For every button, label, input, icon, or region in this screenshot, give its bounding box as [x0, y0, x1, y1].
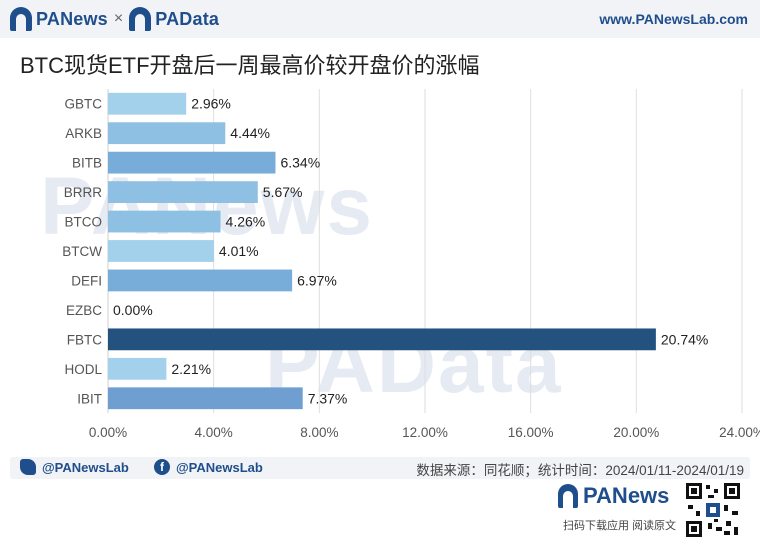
value-label: 0.00%: [113, 302, 153, 318]
x-tick-label: 8.00%: [300, 425, 338, 440]
facebook-icon: f: [154, 459, 170, 475]
qr-code-icon[interactable]: [684, 481, 742, 539]
value-label: 5.67%: [263, 184, 303, 200]
category-label: BRRR: [64, 185, 103, 200]
bar: [108, 122, 226, 145]
facebook-label: @PANewsLab: [176, 459, 263, 475]
site-url: www.PANewsLab.com: [599, 11, 748, 27]
value-label: 20.74%: [661, 331, 708, 347]
bar: [108, 357, 167, 380]
x-tick-label: 20.00%: [613, 425, 659, 440]
bar: [108, 328, 656, 351]
bar: [108, 387, 303, 410]
footer-logo-text: PANews: [583, 483, 670, 508]
value-label: 7.37%: [308, 390, 348, 406]
twitter-label: @PANewsLab: [42, 459, 129, 475]
data-source: 数据来源：同花顺；统计时间：2024/01/11-2024/01/19: [416, 463, 744, 478]
category-label: BTCO: [64, 215, 102, 230]
value-label: 6.34%: [280, 155, 320, 171]
twitter-handle[interactable]: @PANewsLab: [20, 459, 129, 475]
category-label: DEFI: [71, 273, 102, 288]
value-label: 4.01%: [219, 243, 259, 259]
x-tick-label: 16.00%: [508, 425, 554, 440]
footer-links: 扫码下载应用 阅读原文: [563, 520, 677, 532]
twitter-icon: [20, 459, 36, 475]
bar: [108, 151, 276, 174]
bar: [108, 269, 293, 292]
category-label: EZBC: [66, 303, 102, 318]
category-label: BTCW: [62, 244, 102, 259]
bar: [108, 181, 258, 203]
bar: [108, 210, 221, 233]
category-label: ARKB: [65, 126, 102, 141]
footer-bar: @PANewsLab f @PANewsLab 数据来源：同花顺；统计时间：20…: [10, 457, 750, 479]
brand-logo: PANews × PAData: [10, 7, 219, 31]
category-label: BITB: [72, 156, 102, 171]
watermark-panews: PANews: [40, 161, 375, 252]
header-bar: PANews × PAData www.PANewsLab.com: [0, 0, 760, 38]
panews-logo-icon: [10, 7, 32, 31]
value-label: 4.26%: [226, 214, 266, 230]
x-tick-label: 0.00%: [89, 425, 127, 440]
category-label: FBTC: [67, 332, 102, 347]
facebook-handle[interactable]: f @PANewsLab: [154, 459, 263, 475]
category-label: IBIT: [77, 391, 102, 406]
bar: [108, 92, 187, 115]
bar: [108, 240, 214, 262]
footer-logo: PANews: [558, 483, 669, 509]
value-label: 2.96%: [191, 96, 231, 112]
value-label: 4.44%: [230, 125, 270, 141]
x-tick-label: 12.00%: [402, 425, 448, 440]
category-label: GBTC: [64, 97, 102, 112]
brand-left: PANews: [36, 8, 108, 29]
chart-title: BTC现货ETF开盘后一周最高价较开盘价的涨幅: [20, 53, 480, 78]
value-label: 2.21%: [171, 361, 211, 377]
brand-separator: ×: [113, 10, 124, 27]
x-tick-label: 4.00%: [195, 425, 233, 440]
x-tick-label: 24.00%: [719, 425, 760, 440]
panews-logo-icon: [558, 484, 578, 508]
value-label: 6.97%: [297, 272, 337, 288]
padata-logo-icon: [129, 7, 152, 31]
category-label: HODL: [64, 362, 102, 377]
brand-right: PAData: [155, 8, 220, 29]
